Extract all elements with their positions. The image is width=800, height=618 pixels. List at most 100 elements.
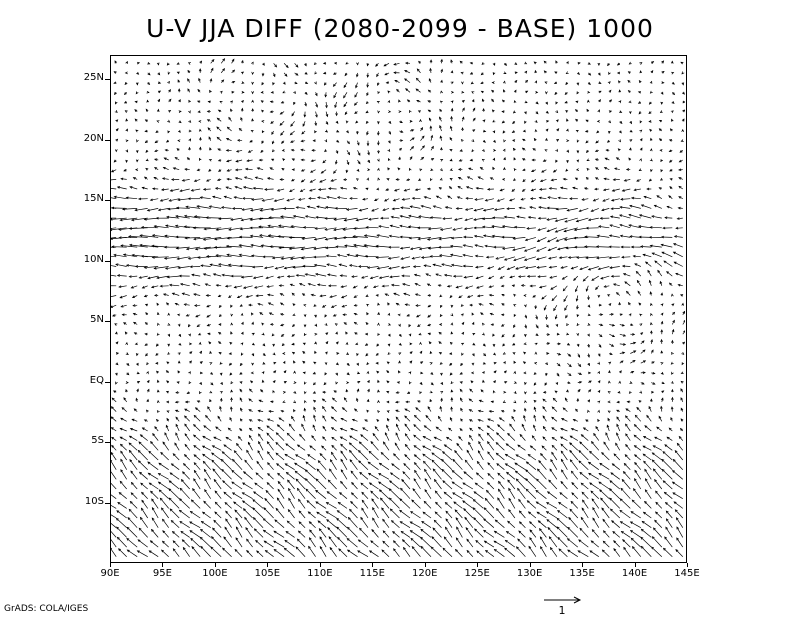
wind-vector	[276, 463, 285, 470]
wind-vector	[111, 295, 117, 297]
wind-vector-head	[114, 60, 118, 64]
wind-vector-head	[619, 130, 622, 134]
wind-vector-head	[477, 176, 481, 180]
wind-vector-head	[333, 237, 338, 241]
wind-vector	[223, 491, 232, 499]
wind-vector	[191, 274, 201, 277]
wind-vector	[540, 453, 547, 461]
wind-vector	[404, 415, 411, 422]
wind-vector	[364, 244, 379, 248]
wind-vector-head	[625, 443, 628, 447]
wind-vector	[370, 275, 379, 279]
wind-vector-head	[492, 130, 496, 134]
wind-vector-head	[638, 168, 642, 172]
wind-vector	[598, 481, 610, 490]
wind-vector-head	[357, 460, 362, 464]
wind-vector-head	[167, 312, 171, 316]
wind-vector-head	[535, 90, 539, 94]
wind-vector-head	[198, 146, 202, 150]
wind-vector	[277, 489, 285, 499]
wind-vector-head	[621, 264, 626, 268]
wind-vector-head	[276, 275, 281, 279]
wind-vector-head	[184, 443, 188, 447]
wind-vector-head	[232, 69, 236, 73]
wind-vector-head	[594, 187, 598, 191]
wind-vector-head	[429, 125, 433, 129]
wind-vector	[666, 206, 673, 209]
wind-vector-head	[575, 298, 579, 302]
wind-vector-head	[286, 198, 290, 202]
wind-vector	[194, 179, 201, 182]
wind-vector	[378, 473, 390, 480]
wind-vector-head	[422, 145, 425, 149]
wind-vector-head	[331, 436, 335, 440]
wind-vector-head	[570, 427, 574, 431]
wind-vector	[254, 285, 264, 289]
wind-vector-head	[137, 449, 141, 453]
wind-vector	[509, 198, 516, 202]
wind-vector	[368, 217, 379, 220]
wind-vector-head	[240, 116, 243, 121]
wind-vector	[661, 244, 673, 248]
wind-vector-head	[123, 322, 127, 325]
wind-vector-head	[271, 131, 274, 136]
wind-vector-head	[639, 138, 643, 142]
wind-vector-head	[386, 410, 390, 413]
wind-vector	[647, 270, 652, 277]
wind-vector-head	[524, 111, 527, 115]
wind-vector	[340, 436, 348, 441]
wind-vector	[678, 436, 684, 441]
wind-vector-head	[178, 334, 182, 338]
wind-vector	[239, 244, 253, 248]
wind-vector	[473, 217, 484, 221]
wind-vector-head	[366, 398, 370, 403]
wind-vector-head	[587, 90, 591, 94]
wind-vector	[441, 263, 453, 267]
wind-vector-head	[554, 230, 558, 233]
wind-vector-head	[651, 215, 655, 218]
wind-vector-head	[450, 59, 453, 63]
wind-vector	[226, 245, 243, 248]
wind-vector-head	[128, 275, 132, 278]
wind-vector-head	[151, 244, 155, 248]
wind-vector-head	[141, 285, 145, 289]
wind-vector-head	[431, 158, 435, 161]
wind-vector-head	[206, 119, 210, 122]
wind-vector-head	[366, 312, 369, 316]
wind-vector-head	[519, 433, 523, 437]
wind-vector-head	[616, 416, 620, 420]
wind-vector-head	[428, 341, 432, 345]
wind-vector-head	[523, 304, 527, 308]
wind-vector-head	[678, 168, 682, 172]
wind-vector-head	[335, 341, 339, 345]
wind-vector-head	[596, 256, 600, 260]
wind-vector	[267, 462, 274, 470]
wind-vector-head	[490, 400, 494, 404]
wind-vector	[129, 450, 138, 461]
wind-vector-head	[114, 323, 118, 327]
wind-vector	[579, 266, 589, 270]
wind-vector-head	[549, 276, 553, 279]
wind-vector	[475, 244, 484, 248]
wind-vector	[284, 266, 295, 269]
wind-vector	[175, 236, 190, 238]
wind-vector-head	[291, 333, 295, 337]
wind-vector	[440, 406, 442, 412]
wind-vector-head	[640, 332, 644, 336]
wind-vector-head	[542, 425, 546, 429]
wind-vector	[236, 443, 243, 451]
wind-vector-head	[345, 120, 349, 124]
wind-vector	[576, 295, 579, 302]
wind-vector-head	[386, 400, 390, 404]
wind-vector	[511, 416, 516, 422]
wind-vector-head	[569, 442, 573, 446]
wind-vector-head	[546, 352, 550, 355]
wind-vector-head	[413, 424, 417, 428]
wind-vector-head	[491, 224, 495, 228]
wind-vector	[172, 453, 180, 461]
wind-vector	[250, 217, 264, 221]
wind-vector-head	[132, 177, 136, 180]
wind-vector-head	[624, 454, 628, 458]
wind-vector	[120, 459, 128, 470]
wind-vector-head	[502, 130, 506, 134]
